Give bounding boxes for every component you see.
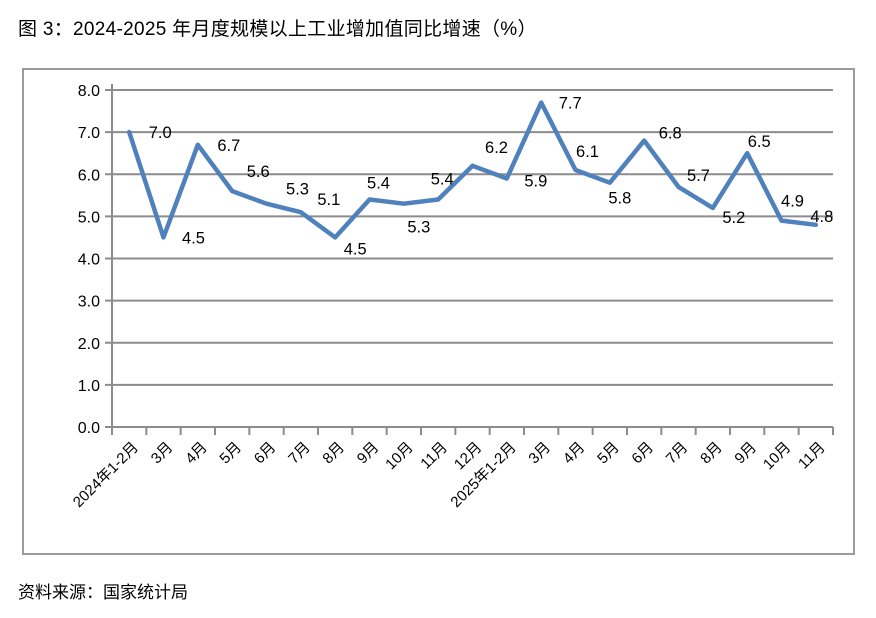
x-category-label: 11月 [417, 439, 451, 473]
data-point-label: 5.8 [608, 190, 631, 208]
data-point-label: 5.7 [687, 167, 710, 185]
x-category-label: 9月 [354, 439, 383, 468]
y-tick-label: 7.0 [78, 125, 100, 142]
y-tick-label: 4.0 [78, 252, 100, 269]
data-point-label: 5.6 [247, 163, 270, 181]
data-line-series [126, 100, 819, 240]
data-point-label: 5.9 [524, 172, 547, 190]
data-point-label: 5.3 [286, 181, 309, 199]
data-point-label: 5.4 [367, 175, 390, 193]
x-category-label: 5月 [594, 439, 623, 468]
y-tick-label: 6.0 [78, 167, 100, 184]
data-point-label: 4.5 [344, 240, 367, 258]
x-category-label: 11月 [795, 439, 829, 473]
y-tick-label: 8.0 [78, 83, 100, 100]
x-category-label: 5月 [216, 439, 245, 468]
x-category-label: 4月 [560, 439, 589, 468]
x-category-label: 7月 [285, 439, 314, 468]
data-point-label: 6.2 [485, 139, 508, 157]
y-tick-label: 0.0 [78, 420, 100, 437]
x-category-label: 8月 [697, 439, 726, 468]
data-point-label: 5.1 [317, 191, 340, 209]
figure-title: 图 3：2024-2025 年月度规模以上工业增加值同比增速（%） [18, 19, 537, 40]
x-category-label: 3月 [525, 439, 554, 468]
data-point-label: 6.7 [217, 137, 240, 155]
y-tick-label: 2.0 [78, 336, 100, 353]
data-point-label: 6.5 [748, 133, 771, 151]
x-category-label: 8月 [319, 439, 348, 468]
x-category-label: 10月 [382, 439, 416, 473]
x-category-label: 4月 [182, 439, 211, 468]
chart-frame: 0.0 1.0 2.0 3.0 4.0 5.0 6.0 7.0 8.0 2024年1-2月 3月 4月… [22, 68, 855, 555]
data-point-label: 6.8 [659, 125, 682, 143]
x-category-label: 2024年1-2月 [70, 439, 142, 511]
x-category-label: 9月 [731, 439, 760, 468]
y-tick-label: 3.0 [78, 294, 100, 311]
x-category-label: 3月 [148, 439, 177, 468]
x-category-label: 6月 [628, 439, 657, 468]
x-category-label: 6月 [251, 439, 280, 468]
y-tick-label: 5.0 [78, 209, 100, 226]
x-category-label: 7月 [663, 439, 692, 468]
data-point-label: 7.0 [149, 124, 172, 142]
data-point-label: 4.5 [182, 229, 205, 247]
data-point-label: 4.9 [781, 193, 804, 211]
data-point-label: 6.1 [576, 143, 599, 161]
data-point-label: 5.3 [407, 219, 430, 237]
data-point-label: 5.2 [722, 209, 745, 227]
data-point-label: 4.8 [810, 208, 833, 226]
data-point-label: 5.4 [431, 171, 454, 189]
x-category-label: 10月 [760, 439, 794, 473]
source-note: 资料来源：国家统计局 [18, 583, 188, 602]
y-tick-label: 1.0 [78, 378, 100, 395]
data-point-label: 7.7 [559, 95, 582, 113]
